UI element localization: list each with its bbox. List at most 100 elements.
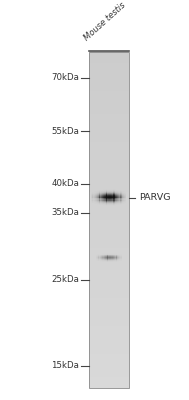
Bar (112, 195, 114, 196)
Bar (111, 196, 112, 197)
Bar (109, 199, 110, 200)
Bar (89, 326, 129, 332)
Bar (119, 206, 121, 207)
Bar (116, 199, 117, 200)
Bar (118, 191, 119, 192)
Bar (112, 200, 114, 201)
Bar (112, 204, 114, 205)
Bar (115, 201, 116, 202)
Bar (89, 208, 129, 214)
Bar (94, 188, 95, 189)
Bar (109, 193, 110, 194)
Bar (119, 203, 121, 204)
Bar (114, 259, 115, 260)
Bar (122, 205, 123, 206)
Bar (89, 135, 129, 142)
Bar (110, 200, 111, 201)
Bar (111, 202, 112, 203)
Bar (104, 200, 105, 201)
Bar (120, 194, 122, 195)
Bar (123, 197, 124, 198)
Bar (122, 206, 123, 207)
Bar (111, 258, 113, 259)
Bar (105, 191, 107, 192)
Bar (125, 193, 126, 194)
Bar (117, 205, 118, 206)
Bar (112, 261, 114, 262)
Bar (105, 205, 107, 206)
Bar (92, 199, 94, 200)
Bar (110, 191, 111, 192)
Bar (89, 376, 129, 382)
Bar (116, 261, 118, 262)
Bar (91, 191, 93, 192)
Bar (120, 190, 122, 191)
Bar (118, 205, 119, 206)
Bar (118, 194, 119, 195)
Bar (109, 192, 110, 193)
Bar (101, 253, 102, 254)
Bar (110, 197, 111, 198)
Bar (99, 204, 101, 205)
Bar (118, 255, 119, 256)
Bar (119, 261, 120, 262)
Bar (111, 195, 112, 196)
Bar (102, 203, 103, 204)
Bar (118, 206, 119, 207)
Bar (104, 196, 105, 197)
Bar (105, 259, 106, 260)
Bar (116, 197, 117, 198)
Bar (101, 197, 102, 198)
Bar (115, 207, 116, 208)
Bar (110, 202, 111, 203)
Bar (89, 90, 129, 97)
Bar (97, 190, 98, 191)
Bar (122, 202, 123, 203)
Bar (101, 188, 102, 189)
Bar (92, 204, 94, 205)
Bar (103, 193, 104, 194)
Bar (105, 200, 107, 201)
Bar (117, 206, 118, 207)
Bar (104, 256, 105, 257)
Bar (99, 198, 101, 200)
Bar (106, 195, 108, 196)
Bar (109, 254, 110, 255)
Bar (112, 204, 114, 205)
Bar (96, 258, 97, 259)
Bar (103, 191, 104, 192)
Bar (125, 198, 126, 200)
Bar (115, 190, 116, 191)
Bar (96, 193, 97, 194)
Bar (94, 202, 95, 203)
Bar (111, 202, 112, 203)
Bar (104, 260, 105, 261)
Bar (112, 190, 114, 191)
Bar (125, 200, 126, 201)
Bar (116, 260, 118, 261)
Bar (117, 188, 118, 189)
Bar (95, 198, 96, 199)
Bar (97, 261, 98, 262)
Bar (89, 258, 129, 265)
Bar (103, 205, 104, 206)
Bar (96, 205, 97, 206)
Bar (109, 258, 110, 259)
Bar (106, 254, 108, 255)
Bar (94, 193, 95, 194)
Bar (122, 192, 123, 193)
Bar (117, 193, 118, 194)
Bar (89, 202, 129, 209)
Bar (111, 261, 113, 262)
Bar (123, 202, 124, 203)
Bar (95, 207, 96, 208)
Bar (112, 206, 114, 207)
Bar (94, 203, 95, 204)
Bar (102, 188, 103, 189)
Bar (109, 259, 110, 260)
Bar (110, 204, 111, 205)
Bar (117, 196, 118, 197)
Bar (107, 259, 109, 260)
Bar (112, 200, 114, 201)
Bar (97, 195, 98, 196)
